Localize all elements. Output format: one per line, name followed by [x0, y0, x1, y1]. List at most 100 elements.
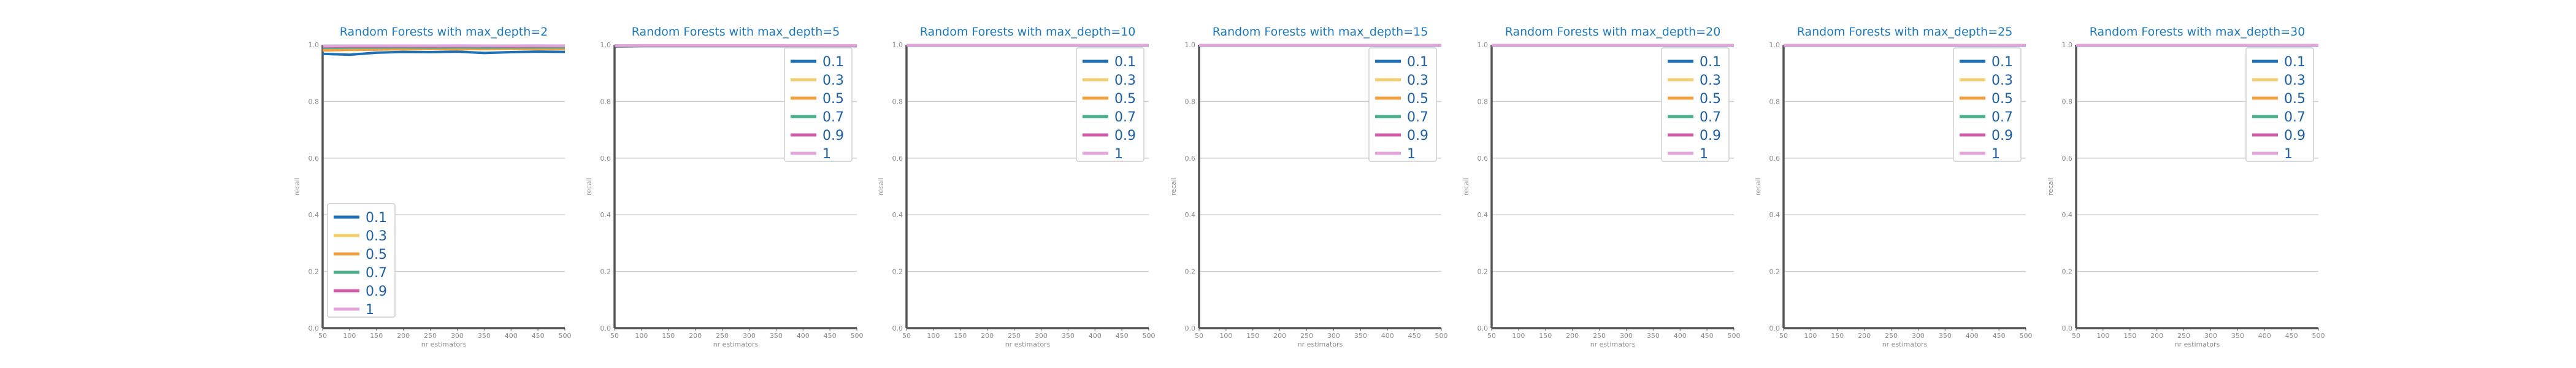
legend-label: 0.9: [822, 128, 844, 144]
legend-label: 0.9: [366, 284, 387, 299]
legend-label: 0.9: [1700, 128, 1721, 144]
legend-label: 0.5: [822, 91, 844, 107]
x-tick-label: 200: [689, 332, 702, 340]
x-tick-label: 350: [1354, 332, 1367, 340]
x-tick-label: 250: [716, 332, 729, 340]
y-tick-label: 0.2: [309, 268, 320, 276]
legend-label: 0.3: [366, 229, 387, 244]
y-tick-label: 0.4: [892, 211, 903, 219]
y-axis-label: recall: [2047, 177, 2055, 196]
y-tick-label: 0.0: [892, 324, 903, 332]
chart-panel-4: 0.0 0.2 0.4 0.6 0.8 1.0 50 100 150 200 250 300 350 40…: [1170, 25, 1448, 348]
x-tick-label: 400: [797, 332, 810, 340]
y-axis-label: recall: [1462, 177, 1470, 196]
x-tick-label: 150: [1831, 332, 1844, 340]
x-tick-label: 450: [824, 332, 837, 340]
x-tick-label: 50: [1195, 332, 1203, 340]
chart-panel-3: 0.0 0.2 0.4 0.6 0.8 1.0 50 100 150 200 250 300 350 40…: [877, 25, 1156, 348]
x-tick-label: 350: [478, 332, 491, 340]
legend: 0.1 0.3 0.5 0.7 0.9 1: [1953, 47, 2022, 162]
chart-title: Random Forests with max_depth=30: [2090, 25, 2306, 39]
x-tick-label: 300: [1620, 332, 1633, 340]
x-tick-label: 250: [1300, 332, 1313, 340]
y-tick-label: 0.6: [600, 155, 611, 163]
legend-box: [327, 203, 396, 318]
x-tick-label: 500: [2020, 332, 2033, 340]
legend-label: 0.3: [1991, 73, 2013, 88]
x-tick-label: 250: [1008, 332, 1021, 340]
x-tick-label: 100: [927, 332, 940, 340]
legend-label: 0.5: [1407, 91, 1428, 107]
x-axis-label: nr estimators: [1590, 340, 1636, 348]
y-axis-label: recall: [1754, 177, 1762, 196]
y-tick-label: 0.0: [1478, 324, 1489, 332]
x-tick-label: 300: [1035, 332, 1048, 340]
legend-label: 0.9: [1114, 128, 1136, 144]
x-tick-label: 350: [770, 332, 783, 340]
legend-label: 0.1: [1700, 55, 1721, 70]
x-tick-label: 100: [343, 332, 356, 340]
y-tick-label: 1.0: [309, 41, 320, 49]
x-tick-label: 450: [1408, 332, 1421, 340]
series-line-1: [614, 44, 857, 47]
y-tick-label: 0.2: [2062, 268, 2073, 276]
y-tick-label: 0.2: [1185, 268, 1196, 276]
x-axis-label: nr estimators: [1298, 340, 1343, 348]
legend-label: 0.5: [1114, 91, 1136, 107]
y-tick-label: 1.0: [2062, 41, 2073, 49]
legend-label: 0.5: [366, 247, 387, 263]
x-tick-label: 150: [2123, 332, 2136, 340]
legend-box: [1953, 47, 2022, 162]
x-tick-label: 300: [743, 332, 756, 340]
x-tick-label: 250: [2177, 332, 2190, 340]
x-tick-label: 200: [397, 332, 410, 340]
x-tick-label: 100: [635, 332, 648, 340]
series-line-1: [322, 44, 565, 48]
y-tick-label: 0.2: [600, 268, 611, 276]
x-tick-label: 400: [2258, 332, 2271, 340]
legend: 0.1 0.3 0.5 0.7 0.9 1: [327, 203, 396, 318]
legend-label: 0.1: [1407, 55, 1428, 70]
legend-label: 0.5: [1700, 91, 1721, 107]
y-tick-label: 1.0: [892, 41, 903, 49]
legend-label: 0.7: [1991, 110, 2013, 125]
legend-label: 1: [1991, 147, 2000, 162]
y-tick-label: 0.6: [309, 155, 320, 163]
x-tick-label: 350: [1939, 332, 1952, 340]
x-tick-label: 50: [2072, 332, 2080, 340]
legend-box: [784, 47, 853, 162]
x-tick-label: 50: [1487, 332, 1496, 340]
x-axis-label: nr estimators: [1005, 340, 1051, 348]
legend-label: 0.1: [1114, 55, 1136, 70]
legend-label: 1: [822, 147, 831, 162]
x-tick-label: 450: [1993, 332, 2006, 340]
legend-label: 1: [366, 302, 374, 318]
y-tick-label: 0.2: [1478, 268, 1489, 276]
legend-label: 0.7: [1700, 110, 1721, 125]
y-tick-label: 0.8: [1478, 98, 1489, 105]
legend-label: 0.7: [822, 110, 844, 125]
x-tick-label: 200: [981, 332, 994, 340]
legend-label: 0.9: [2284, 128, 2306, 144]
x-tick-label: 100: [2096, 332, 2109, 340]
y-tick-label: 0.4: [1185, 211, 1196, 219]
y-tick-label: 0.0: [1769, 324, 1781, 332]
legend-box: [1076, 47, 1144, 162]
x-tick-label: 450: [1701, 332, 1714, 340]
legend-box: [1368, 47, 1437, 162]
series-line-0-1: [322, 50, 565, 56]
y-tick-label: 0.4: [309, 211, 320, 219]
x-tick-label: 500: [559, 332, 572, 340]
y-tick-label: 0.2: [892, 268, 903, 276]
legend-box: [1661, 47, 1730, 162]
y-tick-label: 0.6: [1769, 155, 1781, 163]
x-axis-label: nr estimators: [2175, 340, 2220, 348]
y-tick-label: 0.0: [600, 324, 611, 332]
x-tick-label: 150: [954, 332, 967, 340]
x-tick-label: 150: [662, 332, 675, 340]
legend-label: 0.1: [1991, 55, 2013, 70]
y-axis-label: recall: [293, 177, 301, 196]
x-tick-label: 400: [505, 332, 518, 340]
chart-title: Random Forests with max_depth=15: [1213, 25, 1428, 39]
